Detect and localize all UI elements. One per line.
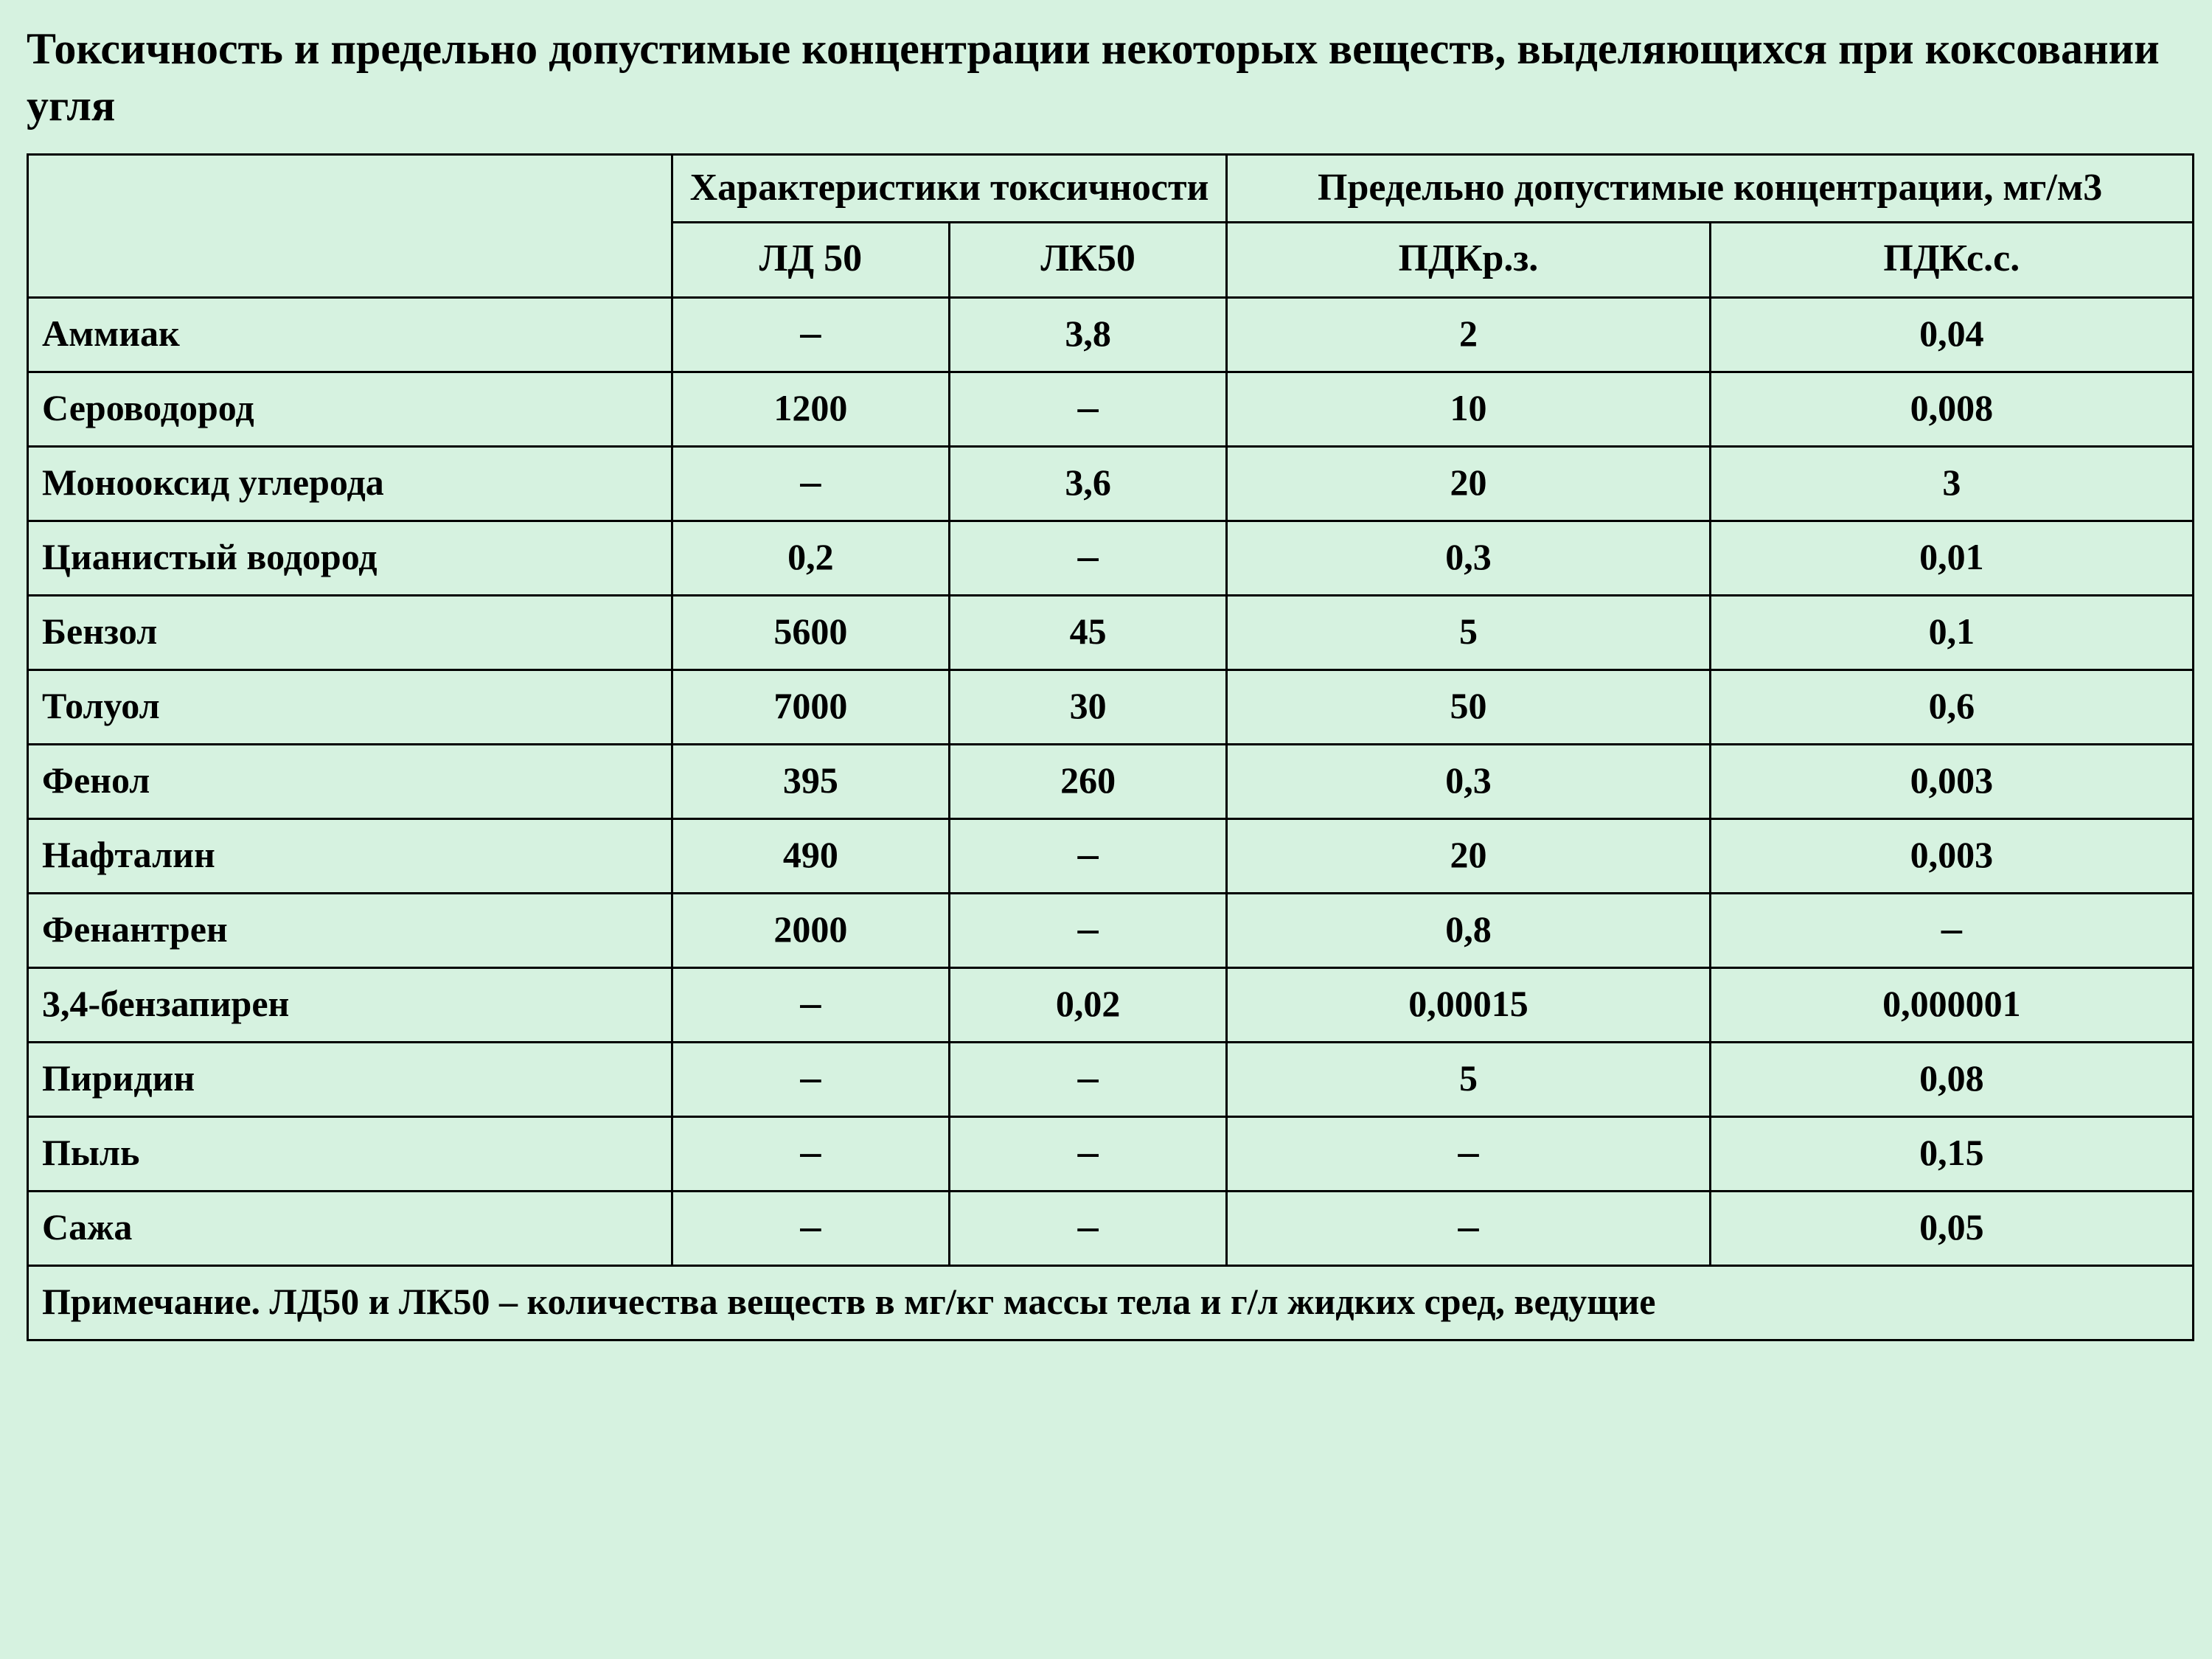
- header-ld50: ЛД 50: [672, 222, 949, 297]
- table-cell: 20: [1227, 818, 1710, 893]
- table-cell: –: [950, 372, 1227, 446]
- table-cell: 3: [1710, 446, 2193, 521]
- table-row: Бензол56004550,1: [28, 595, 2194, 669]
- table-cell: 0,2: [672, 521, 949, 595]
- header-substance: [28, 154, 672, 297]
- substance-name: Сероводород: [28, 372, 672, 446]
- substance-name: 3,4-бензапирен: [28, 967, 672, 1042]
- table-cell: –: [950, 1191, 1227, 1265]
- table-cell: 5: [1227, 595, 1710, 669]
- table-cell: 2: [1227, 297, 1710, 372]
- substance-name: Пыль: [28, 1116, 672, 1191]
- table-cell: 0,3: [1227, 744, 1710, 818]
- table-cell: –: [950, 893, 1227, 967]
- table-head: Характеристики токсичности Предельно доп…: [28, 154, 2194, 297]
- header-group-limits: Предельно допустимые концентрации, мг/м3: [1227, 154, 2194, 222]
- table-cell: –: [1227, 1116, 1710, 1191]
- table-cell: 3,8: [950, 297, 1227, 372]
- table-cell: –: [672, 446, 949, 521]
- table-cell: –: [950, 818, 1227, 893]
- table-cell: 50: [1227, 669, 1710, 744]
- substance-name: Фенол: [28, 744, 672, 818]
- table-cell: 7000: [672, 669, 949, 744]
- substance-name: Бензол: [28, 595, 672, 669]
- table-cell: 0,3: [1227, 521, 1710, 595]
- table-cell: 45: [950, 595, 1227, 669]
- table-row: Толуол700030500,6: [28, 669, 2194, 744]
- table-cell: 0,8: [1227, 893, 1710, 967]
- table-cell: 0,00015: [1227, 967, 1710, 1042]
- table-cell: 0,008: [1710, 372, 2193, 446]
- table-cell: 0,05: [1710, 1191, 2193, 1265]
- table-cell: –: [672, 967, 949, 1042]
- header-group-toxicity: Характеристики токсичности: [672, 154, 1226, 222]
- header-pdk-rz: ПДКр.з.: [1227, 222, 1710, 297]
- table-cell: 30: [950, 669, 1227, 744]
- table-cell: 1200: [672, 372, 949, 446]
- table-cell: 0,15: [1710, 1116, 2193, 1191]
- table-cell: 20: [1227, 446, 1710, 521]
- table-cell: –: [672, 1116, 949, 1191]
- table-cell: –: [950, 1042, 1227, 1116]
- table-cell: 0,01: [1710, 521, 2193, 595]
- table-cell: –: [1227, 1191, 1710, 1265]
- substance-name: Нафталин: [28, 818, 672, 893]
- table-cell: 490: [672, 818, 949, 893]
- page: Токсичность и предельно допустимые конце…: [0, 0, 2212, 1659]
- table-cell: –: [950, 1116, 1227, 1191]
- table-cell: 0,000001: [1710, 967, 2193, 1042]
- table-row: Пыль–––0,15: [28, 1116, 2194, 1191]
- table-cell: 5600: [672, 595, 949, 669]
- table-row: Сажа–––0,05: [28, 1191, 2194, 1265]
- substance-name: Пиридин: [28, 1042, 672, 1116]
- page-title: Токсичность и предельно допустимые конце…: [27, 21, 2197, 134]
- substance-name: Монооксид углерода: [28, 446, 672, 521]
- header-lk50: ЛК50: [950, 222, 1227, 297]
- substance-name: Сажа: [28, 1191, 672, 1265]
- table-body: Аммиак–3,820,04Сероводород1200–100,008Мо…: [28, 297, 2194, 1265]
- table-row: Аммиак–3,820,04: [28, 297, 2194, 372]
- table-cell: 260: [950, 744, 1227, 818]
- table-row: Фенантрен2000–0,8–: [28, 893, 2194, 967]
- substance-name: Фенантрен: [28, 893, 672, 967]
- table-cell: –: [672, 1042, 949, 1116]
- table-row: 3,4-бензапирен–0,020,000150,000001: [28, 967, 2194, 1042]
- table-cell: 2000: [672, 893, 949, 967]
- table-cell: 0,003: [1710, 744, 2193, 818]
- table-row: Нафталин490–200,003: [28, 818, 2194, 893]
- table-cell: 10: [1227, 372, 1710, 446]
- table-cell: 0,1: [1710, 595, 2193, 669]
- table-row: Монооксид углерода–3,6203: [28, 446, 2194, 521]
- table-cell: –: [1710, 893, 2193, 967]
- table-cell: 395: [672, 744, 949, 818]
- table-footnote-row: Примечание. ЛД50 и ЛК50 – количества вещ…: [28, 1265, 2194, 1340]
- toxicity-table: Характеристики токсичности Предельно доп…: [27, 153, 2194, 1341]
- table-row: Пиридин––50,08: [28, 1042, 2194, 1116]
- table-cell: –: [672, 297, 949, 372]
- table-cell: 0,04: [1710, 297, 2193, 372]
- substance-name: Аммиак: [28, 297, 672, 372]
- table-cell: 0,02: [950, 967, 1227, 1042]
- table-row: Цианистый водород0,2–0,30,01: [28, 521, 2194, 595]
- table-footnote: Примечание. ЛД50 и ЛК50 – количества вещ…: [28, 1265, 2194, 1340]
- table-cell: 0,003: [1710, 818, 2193, 893]
- table-cell: –: [672, 1191, 949, 1265]
- table-cell: 3,6: [950, 446, 1227, 521]
- table-row: Сероводород1200–100,008: [28, 372, 2194, 446]
- header-pdk-ss: ПДКс.с.: [1710, 222, 2193, 297]
- table-cell: –: [950, 521, 1227, 595]
- table-cell: 5: [1227, 1042, 1710, 1116]
- table-cell: 0,6: [1710, 669, 2193, 744]
- substance-name: Цианистый водород: [28, 521, 672, 595]
- table-row: Фенол3952600,30,003: [28, 744, 2194, 818]
- table-cell: 0,08: [1710, 1042, 2193, 1116]
- substance-name: Толуол: [28, 669, 672, 744]
